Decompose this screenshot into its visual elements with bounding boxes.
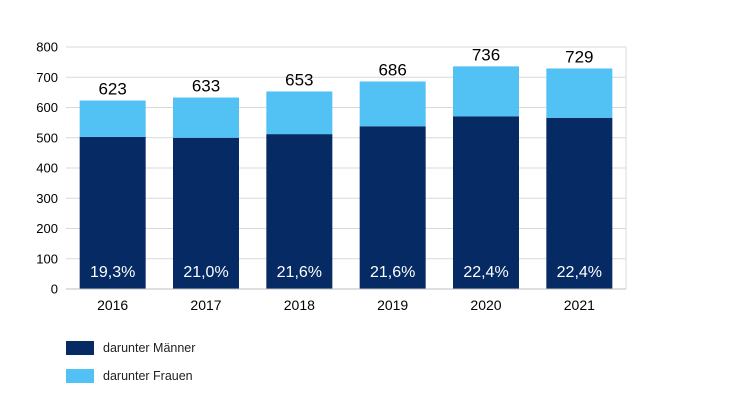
share-label-2018: 21,6% [277,264,322,281]
bar-frauen-2017 [173,97,239,138]
x-axis: 2016 2017 2018 2019 2020 2021 [66,288,626,313]
y-tick-label: 0 [51,282,58,297]
y-tick-label: 500 [36,130,58,145]
x-tick-label-2019: 2019 [377,297,408,313]
y-tick-label: 100 [36,251,58,266]
legend-item-frauen: darunter Frauen [66,368,195,384]
share-label-2019: 21,6% [370,264,415,281]
total-label-2019: 686 [378,60,406,79]
bars: 19,3% 623 21,0% 633 21,6% 653 21,6% 686 22,4% 736… [79,45,613,290]
share-label-2020: 22,4% [463,264,508,281]
legend-label-frauen: darunter Frauen [103,369,193,383]
legend-swatch-maenner [66,341,94,355]
bar-frauen-2021 [546,68,613,118]
bar-maenner-2018 [266,134,333,289]
legend-item-maenner: darunter Männer [66,340,195,356]
share-label-2016: 19,3% [90,264,135,281]
total-label-2016: 623 [98,80,126,99]
y-tick-label: 600 [36,100,58,115]
bar-frauen-2020 [453,66,519,117]
x-tick-label-2020: 2020 [470,297,501,313]
bar-maenner-2016 [79,136,146,289]
x-tick-label-2016: 2016 [97,297,128,313]
x-tick-label-2021: 2021 [564,297,595,313]
bar-frauen-2018 [266,91,333,135]
legend: darunter Männer darunter Frauen [66,340,195,396]
y-tick-label: 800 [36,40,58,55]
y-tick-label: 200 [36,221,58,236]
y-tick-label: 400 [36,161,58,176]
bar-maenner-2019 [359,126,426,289]
share-label-2017: 21,0% [183,264,228,281]
y-tick-label: 300 [36,191,58,206]
bar-frauen-2019 [359,81,426,127]
legend-swatch-frauen [66,369,94,383]
y-tick-label: 700 [36,70,58,85]
bar-maenner-2021 [546,117,613,289]
total-label-2021: 729 [565,47,593,66]
gridlines [66,46,627,290]
total-label-2020: 736 [472,45,500,64]
share-label-2021: 22,4% [557,264,602,281]
bar-maenner-2020 [453,116,519,290]
bar-maenner-2017 [173,137,239,289]
total-label-2018: 653 [285,70,313,89]
total-label-2017: 633 [192,77,220,96]
legend-label-maenner: darunter Männer [103,341,196,355]
x-tick-label-2018: 2018 [284,297,315,313]
y-axis: 0 100 200 300 400 500 600 700 800 [36,40,58,297]
x-tick-label-2017: 2017 [190,297,221,313]
bar-frauen-2016 [79,100,146,137]
